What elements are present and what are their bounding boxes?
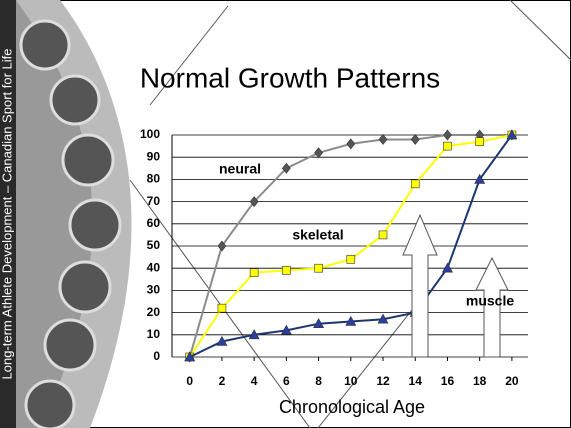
slide: Long-term Athlete Development – Canadian… bbox=[0, 0, 571, 428]
photo bbox=[63, 135, 113, 185]
marker bbox=[282, 266, 290, 274]
marker bbox=[411, 180, 419, 188]
x-tick-label: 18 bbox=[473, 374, 487, 388]
series-label: neural bbox=[219, 161, 261, 177]
x-tick-label: 8 bbox=[315, 374, 322, 388]
y-tick-label: 80 bbox=[147, 172, 161, 186]
photo bbox=[21, 21, 69, 69]
marker bbox=[476, 138, 484, 146]
photo bbox=[26, 381, 74, 428]
x-tick-label: 4 bbox=[251, 374, 258, 388]
x-tick-label: 10 bbox=[344, 374, 358, 388]
marker bbox=[315, 264, 323, 272]
photo bbox=[45, 320, 95, 370]
marker bbox=[379, 231, 387, 239]
x-tick-label: 16 bbox=[441, 374, 455, 388]
y-tick-label: 100 bbox=[140, 127, 160, 141]
sidebar-text: Long-term Athlete Development – Canadian… bbox=[0, 49, 14, 380]
series-label: muscle bbox=[466, 293, 514, 309]
marker bbox=[250, 269, 258, 277]
x-axis-label: Chronological Age bbox=[279, 397, 425, 417]
x-tick-label: 2 bbox=[219, 374, 226, 388]
y-tick-label: 30 bbox=[147, 283, 161, 297]
photo bbox=[70, 200, 120, 250]
x-tick-label: 6 bbox=[283, 374, 290, 388]
x-tick-label: 0 bbox=[186, 374, 193, 388]
marker bbox=[443, 142, 451, 150]
x-tick-label: 14 bbox=[409, 374, 423, 388]
series-label: skeletal bbox=[292, 227, 343, 243]
x-tick-label: 12 bbox=[376, 374, 390, 388]
page: {"sidebar_text": "Long-term Athlete Deve… bbox=[0, 0, 571, 428]
photo bbox=[51, 76, 99, 124]
y-tick-label: 10 bbox=[147, 327, 161, 341]
y-tick-label: 0 bbox=[153, 349, 160, 363]
marker bbox=[347, 255, 355, 263]
y-tick-label: 70 bbox=[147, 194, 161, 208]
y-tick-label: 40 bbox=[147, 260, 161, 274]
y-tick-label: 50 bbox=[147, 238, 161, 252]
photo bbox=[60, 262, 110, 312]
marker bbox=[218, 304, 226, 312]
y-tick-label: 60 bbox=[147, 216, 161, 230]
y-tick-label: 90 bbox=[147, 149, 161, 163]
y-tick-label: 20 bbox=[147, 305, 161, 319]
chart-title: Normal Growth Patterns bbox=[140, 62, 440, 93]
x-tick-label: 20 bbox=[505, 374, 519, 388]
